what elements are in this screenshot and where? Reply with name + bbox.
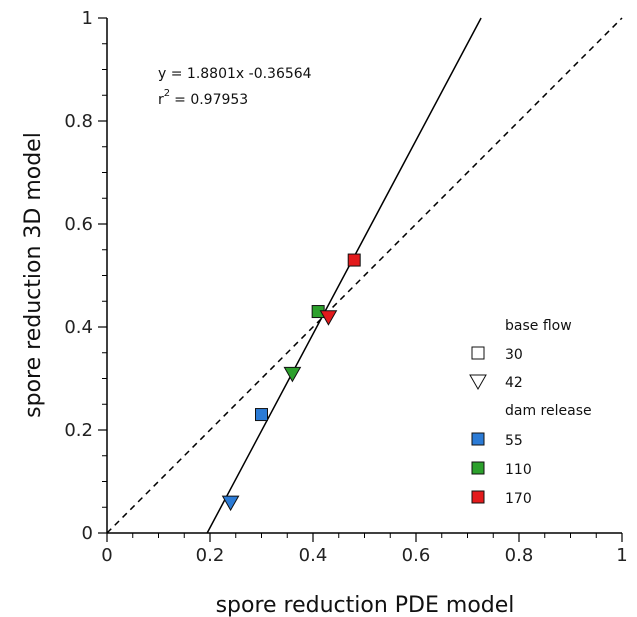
- x-tick-label: 0.4: [299, 545, 328, 566]
- legend-shape-title: base flow: [505, 318, 572, 334]
- y-axis-title: spore reduction 3D model: [21, 132, 46, 418]
- x-axis-title: spore reduction PDE model: [216, 593, 515, 617]
- data-point-square: [255, 408, 268, 422]
- x-tick-label: 0: [101, 545, 112, 566]
- legend-shape-label-30: 30: [505, 347, 523, 363]
- legend-color-swatch-110: [471, 461, 485, 475]
- legend-color-swatch-170: [471, 490, 485, 504]
- plot-area: 0 0.2 0.4 0.6 0.8 1 0 0.2 0.4 0.6 0.8 1: [64, 8, 627, 566]
- legend-color-swatch-55: [471, 432, 485, 446]
- legend-color-title: dam release: [505, 403, 592, 419]
- y-tick-label: 0.2: [64, 420, 93, 441]
- x-tick-label: 0.6: [402, 545, 431, 566]
- legend-color-label-170: 170: [505, 491, 532, 507]
- data-point-triangle: [319, 310, 338, 326]
- regression-line: [206, 17, 482, 534]
- y-tick-label: 0.6: [64, 214, 93, 235]
- y-tick-label: 0: [82, 523, 93, 544]
- x-tick-label: 0.2: [196, 545, 225, 566]
- r-squared: r2 = 0.97953: [158, 88, 248, 108]
- data-point-triangle: [283, 366, 302, 383]
- legend-triangle-marker: [469, 374, 487, 391]
- identity-dashed-line: [106, 17, 623, 534]
- legend-color-label-55: 55: [505, 433, 523, 449]
- legend-square-marker: [471, 346, 485, 360]
- data-point-square: [347, 253, 361, 267]
- legend-shape-label-42: 42: [505, 375, 523, 391]
- legend-color-label-110: 110: [505, 462, 532, 478]
- y-tick-label: 0.4: [64, 317, 93, 338]
- data-point-triangle: [221, 495, 240, 512]
- y-tick-label: 0.8: [64, 111, 93, 132]
- y-tick-label: 1: [82, 8, 93, 29]
- fit-annotation: y = 1.8801x -0.36564 r2 = 0.97953: [158, 66, 312, 108]
- x-tick-label: 1: [616, 545, 627, 566]
- fit-equation: y = 1.8801x -0.36564: [158, 66, 312, 82]
- x-tick-label: 0.8: [505, 545, 534, 566]
- legend: base flow 30 42 dam release 55 110 170: [469, 318, 592, 507]
